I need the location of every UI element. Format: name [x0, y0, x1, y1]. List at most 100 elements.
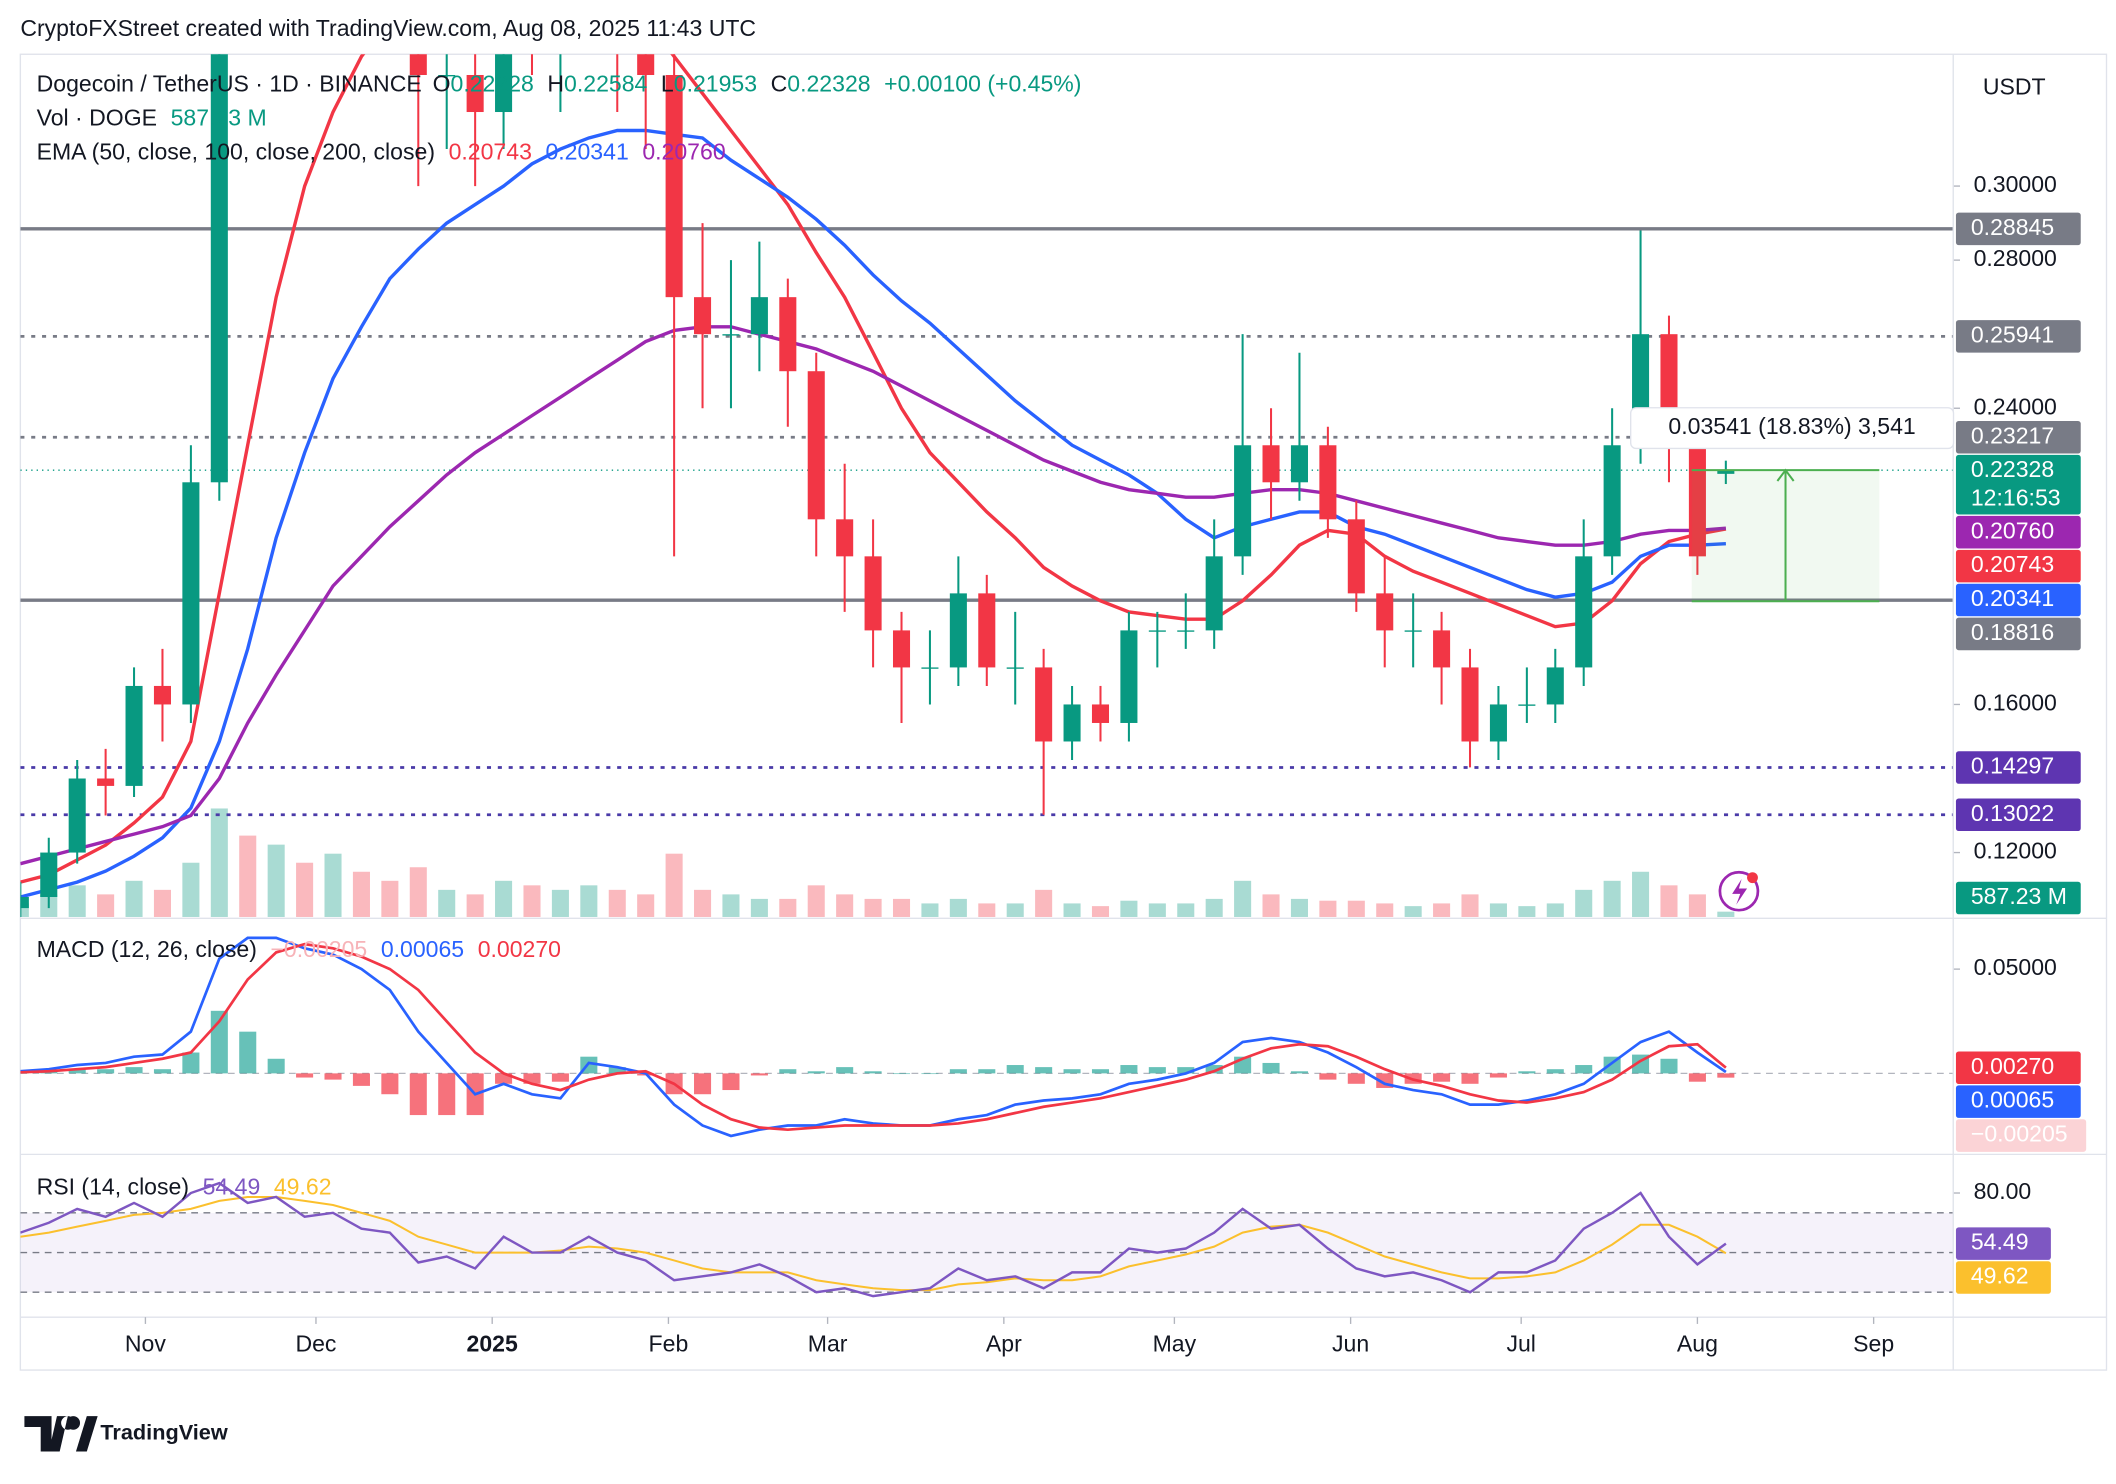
volume-bar — [1688, 894, 1706, 917]
macd-histogram-bar — [1035, 1067, 1053, 1074]
macd-histogram-bar — [921, 1073, 939, 1075]
volume-bar — [1177, 903, 1195, 917]
macd-histogram-bar — [1461, 1073, 1479, 1084]
volume-bar — [153, 889, 171, 917]
price-badge-label: 0.23217 — [1971, 422, 2054, 448]
macd-histogram-bar — [750, 1073, 768, 1076]
price-badge — [1955, 583, 2081, 617]
candle-body — [1489, 704, 1507, 742]
macd-pane — [20, 936, 1954, 1138]
candle-body — [921, 667, 939, 669]
price-badge — [1955, 617, 2081, 651]
close-value: 0.22328 — [787, 71, 870, 97]
price-badge — [1955, 1261, 2051, 1294]
price-pane — [20, 0, 1954, 917]
price-badge — [1955, 420, 2081, 454]
alert-icon[interactable] — [1718, 870, 1760, 912]
candle-body — [153, 685, 171, 705]
price-badge-label: 0.14297 — [1971, 753, 2054, 779]
volume-value: 587.23 M — [171, 104, 267, 130]
candle-body — [1234, 445, 1252, 557]
volume-bar — [580, 885, 598, 917]
volume-bar — [694, 889, 712, 917]
x-tick-label: Nov — [125, 1331, 166, 1357]
macd-histogram-bar — [1518, 1071, 1536, 1074]
price-badge — [1955, 1085, 2081, 1118]
candle-body — [20, 896, 29, 909]
ema-value: 0.20760 — [642, 138, 725, 164]
price-badge-label: 0.00065 — [1971, 1087, 2054, 1113]
candle-body — [949, 593, 967, 668]
ema-legend: EMA (50, close, 100, close, 200, close) 0… — [37, 138, 726, 164]
logo-icon-dot — [66, 1416, 81, 1430]
ema-value: 0.20341 — [545, 138, 628, 164]
candle-body — [864, 556, 882, 631]
candle-body — [1433, 630, 1451, 668]
rsi-name: RSI (14, close) — [37, 1173, 189, 1199]
macd-histogram-bar — [324, 1073, 342, 1080]
candle-body — [1603, 445, 1621, 557]
macd-histogram-bar — [495, 1073, 513, 1084]
price-badge — [1955, 1227, 2051, 1260]
macd-histogram-bar — [864, 1071, 882, 1074]
candle-body — [125, 685, 143, 786]
price-badge-label: 0.00270 — [1971, 1053, 2054, 1079]
macd-histogram-bar — [1546, 1069, 1564, 1074]
volume-bar — [722, 894, 740, 917]
candle-body — [1091, 704, 1110, 723]
y-tick-label: 0.30000 — [1974, 171, 2057, 197]
candle-body — [807, 371, 825, 520]
volume-bar — [949, 898, 967, 917]
macd-histogram-bar — [125, 1067, 143, 1074]
volume-bar — [409, 867, 427, 917]
candle-body — [523, 0, 540, 1]
price-badge-label: 49.62 — [1971, 1263, 2029, 1289]
volume-bar — [352, 871, 370, 917]
y-tick-label: 80.00 — [1974, 1178, 2032, 1204]
volume-bar — [125, 880, 143, 917]
macd-histogram-bar — [381, 1073, 399, 1095]
macd-histogram-bar — [409, 1073, 427, 1116]
macd-histogram-bar — [68, 1069, 86, 1074]
chart-frame — [19, 53, 2108, 1371]
macd-histogram-bar — [722, 1073, 740, 1091]
signal-value: 0.00270 — [478, 936, 561, 962]
macd-value: 0.00065 — [381, 936, 464, 962]
volume-bar — [1205, 898, 1223, 917]
price-badge-label: 0.25941 — [1971, 321, 2054, 347]
volume-bar — [1148, 903, 1166, 917]
macd-histogram-bar — [1717, 1073, 1735, 1078]
rsi-value: 54.49 — [203, 1173, 261, 1199]
x-tick-label: May — [1153, 1331, 1197, 1357]
footer-logo: TradingView — [24, 1416, 228, 1452]
volume-bar — [921, 903, 939, 917]
candle-body — [1035, 667, 1053, 742]
currency: USDT — [1983, 73, 2046, 99]
volume-bar — [523, 885, 541, 917]
candle-body — [1717, 470, 1735, 474]
macd-histogram-bar — [1006, 1065, 1024, 1074]
open-value: 0.22228 — [451, 71, 534, 97]
candle-body — [665, 74, 683, 298]
measure-label: 0.03541 (18.83%) 3,541 — [1668, 413, 1915, 439]
macd-histogram-bar — [523, 1073, 541, 1084]
macd-name: MACD (12, 26, close) — [37, 936, 257, 962]
logo-icon — [24, 1416, 75, 1452]
macd-line — [20, 936, 1727, 1138]
price-badge — [1955, 1119, 2087, 1152]
price-badge — [1955, 1051, 2081, 1085]
candle-body — [836, 519, 854, 557]
symbol: Dogecoin / TetherUS · 1D · BINANCE — [37, 71, 422, 97]
x-tick-label: Aug — [1677, 1331, 1718, 1357]
macd-histogram-bar — [352, 1073, 370, 1086]
volume-bar — [1290, 898, 1308, 917]
macd-histogram-bar — [182, 1052, 200, 1074]
signal-line — [20, 942, 1727, 1132]
volume-bar — [1262, 894, 1280, 917]
candle-body — [1120, 630, 1138, 723]
volume-bar — [1319, 900, 1337, 917]
y-tick-label: 0.05000 — [1974, 954, 2057, 980]
macd-histogram-bar — [1489, 1073, 1507, 1078]
x-tick-label: Mar — [808, 1331, 848, 1357]
